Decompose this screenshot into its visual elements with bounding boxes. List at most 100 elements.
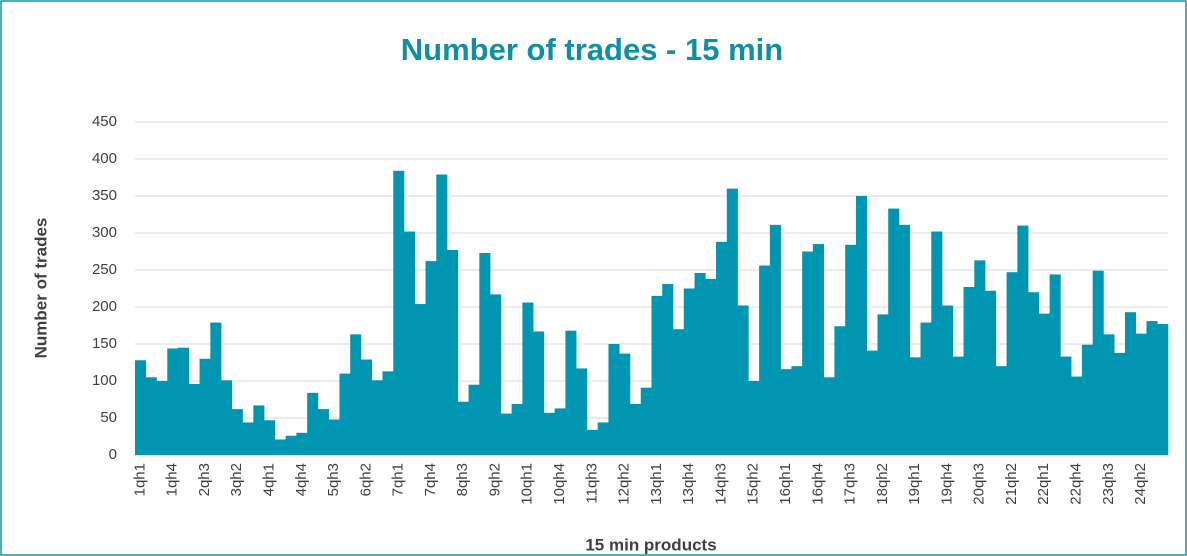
bar [522,302,534,455]
y-tick-label: 250 [92,261,117,278]
x-tick-label: 7qh1 [390,463,407,496]
bar [683,288,695,455]
y-tick-label: 300 [92,224,117,241]
bar [414,304,426,455]
bar [199,358,211,455]
bar [264,420,276,455]
bar [1124,312,1137,455]
bar [1114,352,1126,455]
bar [317,409,329,455]
x-tick-label: 14qh3 [712,463,729,505]
bar [167,348,179,455]
bar [447,250,459,455]
bar [296,432,308,455]
x-tick-label: 4qh1 [260,463,277,496]
bar [1081,344,1093,455]
bar [274,439,286,455]
bar [619,353,631,455]
x-tick-label: 10qh4 [551,463,568,505]
bar [694,272,706,455]
bar [705,278,717,455]
x-tick-label: 23qh3 [1100,463,1117,505]
bar [188,383,200,455]
y-tick-label: 100 [92,372,117,389]
bar [425,261,437,455]
bar [942,305,954,455]
bar [586,429,598,455]
bar [339,373,351,455]
bar [393,170,405,455]
bar [866,350,878,455]
bar [737,305,749,455]
x-tick-label: 21qh2 [1003,463,1020,505]
bar [328,419,340,455]
x-tick-label: 19qh4 [938,463,955,505]
bar [436,174,448,456]
bar [888,208,900,455]
bar [662,284,674,455]
x-tick-label: 22qh1 [1035,463,1052,505]
bar [845,244,857,455]
x-tick-label: 4qh4 [293,463,310,496]
bar [1146,321,1158,455]
x-tick-label: 22qh4 [1068,463,1085,505]
bar [221,380,233,455]
x-tick-label: 13qh4 [680,463,697,505]
bar [898,224,911,455]
bar [1060,356,1072,455]
bar [468,384,480,455]
bar [651,295,663,455]
x-tick-label: 10qh1 [519,463,536,505]
bar [1135,333,1147,455]
bar [135,360,147,455]
x-axis-title: 15 min products [585,535,716,554]
bar [812,244,824,455]
bar [834,326,846,455]
x-tick-label: 19qh1 [906,463,923,505]
x-tick-label: 7qh4 [422,463,439,496]
x-tick-label: 16qh1 [777,463,794,505]
x-tick-label: 2qh3 [196,463,213,496]
bar [576,368,588,455]
bar [1103,334,1115,455]
bar [640,387,652,455]
bar [995,366,1007,455]
bar [963,287,975,455]
bar [500,413,512,455]
bar [1028,292,1040,455]
x-tick-label: 17qh3 [842,463,859,505]
x-tick-label: 16qh4 [809,463,826,505]
bar [608,344,620,455]
bar [1006,272,1018,455]
bar [285,435,297,455]
bar [307,392,319,455]
x-tick-label: 18qh2 [874,463,891,505]
bar [1038,313,1050,455]
x-tick-label: 1qh1 [131,463,148,496]
bar [909,357,921,455]
y-tick-label: 150 [92,335,117,352]
bar [490,294,502,455]
y-tick-label: 200 [92,298,117,315]
bar [791,366,803,455]
bar [156,381,168,455]
bar [145,377,157,455]
chart-title: Number of trades - 15 min [401,32,783,67]
y-tick-label: 350 [92,187,117,204]
bar [931,231,943,455]
x-tick-label: 11qh3 [583,463,600,504]
bar [543,412,555,455]
bar [178,347,190,455]
bar [1092,270,1104,455]
x-tick-label: 5qh3 [325,463,342,496]
y-tick-label: 50 [100,409,117,426]
bar [748,381,760,455]
bar [673,329,685,455]
x-tick-label: 6qh2 [357,463,374,496]
bar [802,251,814,455]
x-tick-label: 1qh4 [164,463,181,496]
bar [974,260,986,455]
y-axis-title: Number of trades [31,218,50,359]
